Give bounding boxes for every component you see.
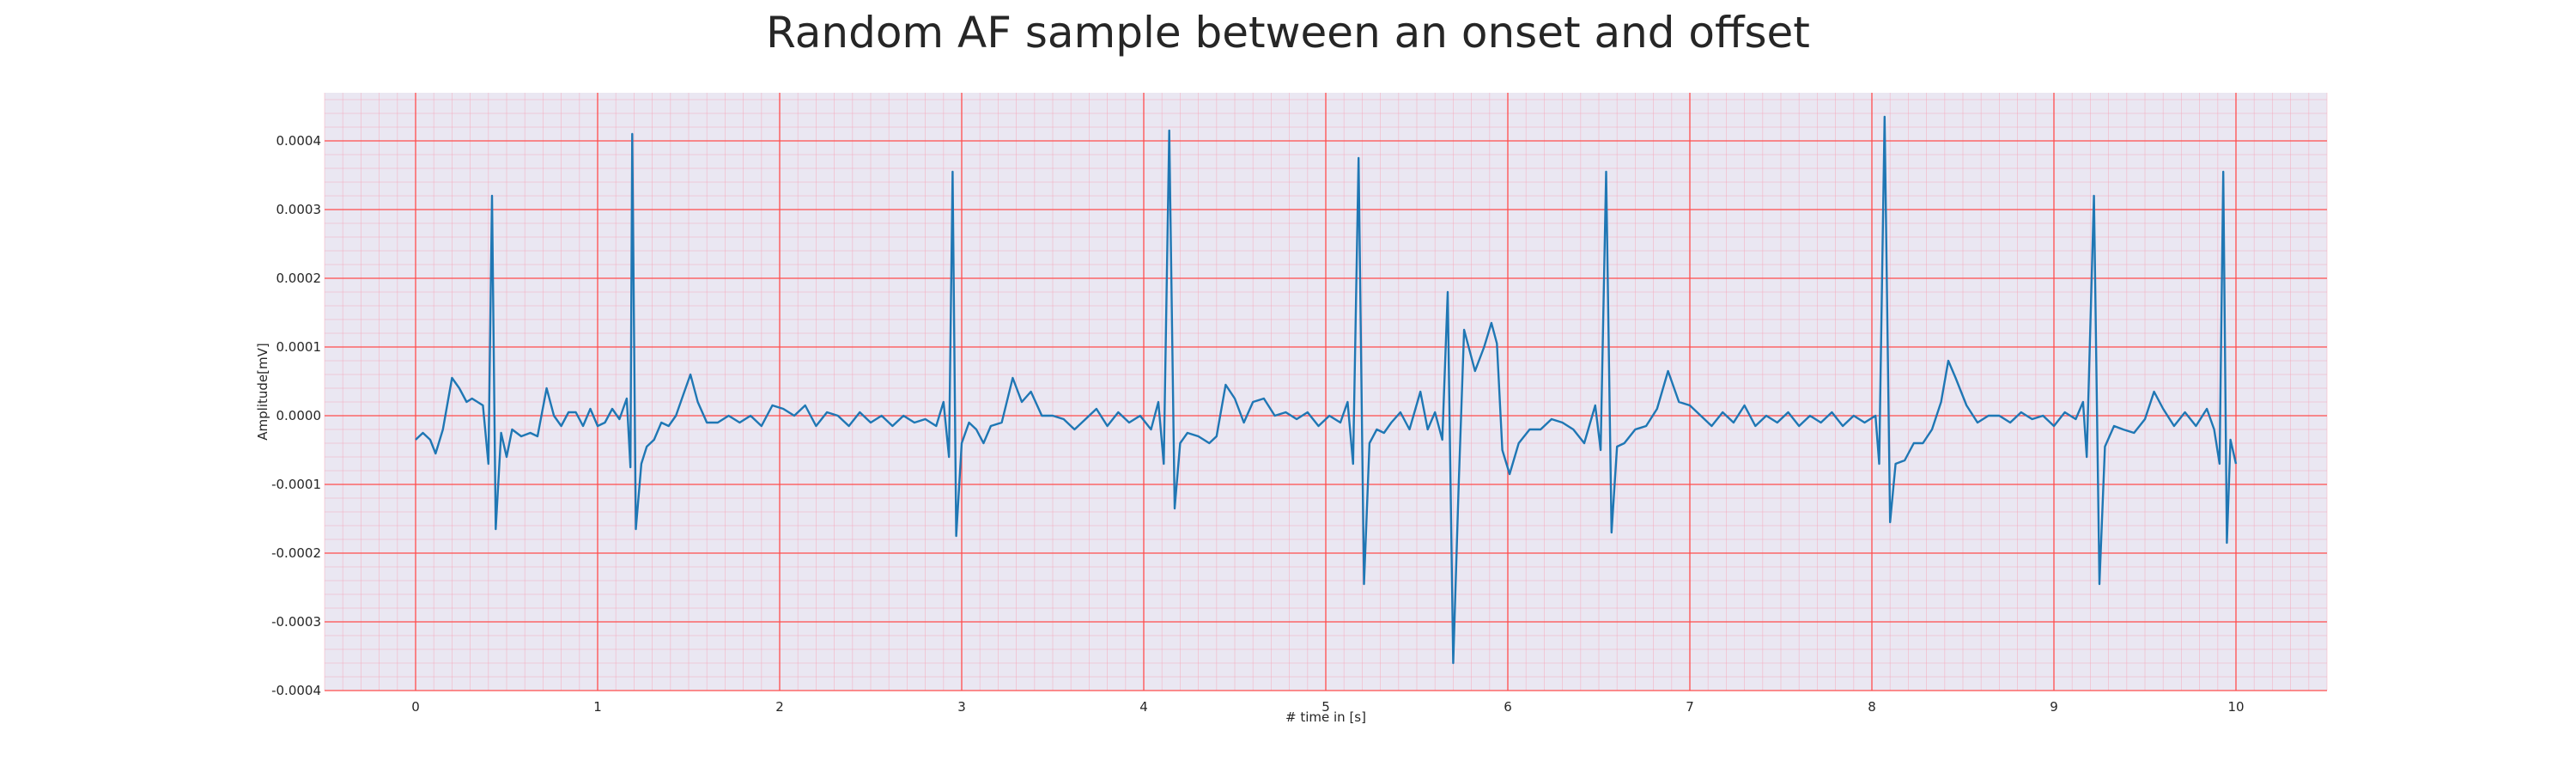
y-axis-ticks: -0.0004 -0.0003 -0.0002 -0.0001 0.0000 0.0001… [271, 133, 321, 698]
major-grid [325, 93, 2327, 691]
y-axis-label: Amplitude[mV] [255, 343, 270, 440]
x-tick-label: 1 [593, 699, 602, 715]
y-tick-label: -0.0004 [271, 683, 321, 698]
y-tick-label: 0.0002 [276, 271, 322, 286]
y-tick-label: 0.0000 [276, 408, 322, 423]
x-tick-label: 6 [1504, 699, 1512, 715]
series-line-ecg [415, 115, 2238, 665]
x-tick-label: 8 [1868, 699, 1876, 715]
y-tick-label: 0.0004 [276, 133, 322, 149]
x-tick-label: 10 [2227, 699, 2244, 715]
x-tick-label: 2 [775, 699, 784, 715]
y-tick-label: -0.0002 [271, 545, 321, 561]
x-tick-label: 3 [957, 699, 966, 715]
x-tick-label: 4 [1139, 699, 1148, 715]
x-tick-label: 7 [1686, 699, 1694, 715]
y-tick-label: -0.0001 [271, 477, 321, 492]
chart-title: Random AF sample between an onset and of… [766, 8, 1810, 58]
x-axis-label: # time in [s] [1285, 709, 1366, 725]
x-tick-label: 9 [2050, 699, 2058, 715]
y-tick-label: 0.0003 [276, 202, 322, 217]
y-tick-label: -0.0003 [271, 614, 321, 630]
y-tick-label: 0.0001 [276, 339, 322, 355]
x-tick-label: 0 [411, 699, 420, 715]
x-tick-label: 5 [1321, 699, 1330, 715]
x-axis-ticks: 0 1 2 3 4 5 6 7 8 9 10 [411, 699, 2244, 715]
